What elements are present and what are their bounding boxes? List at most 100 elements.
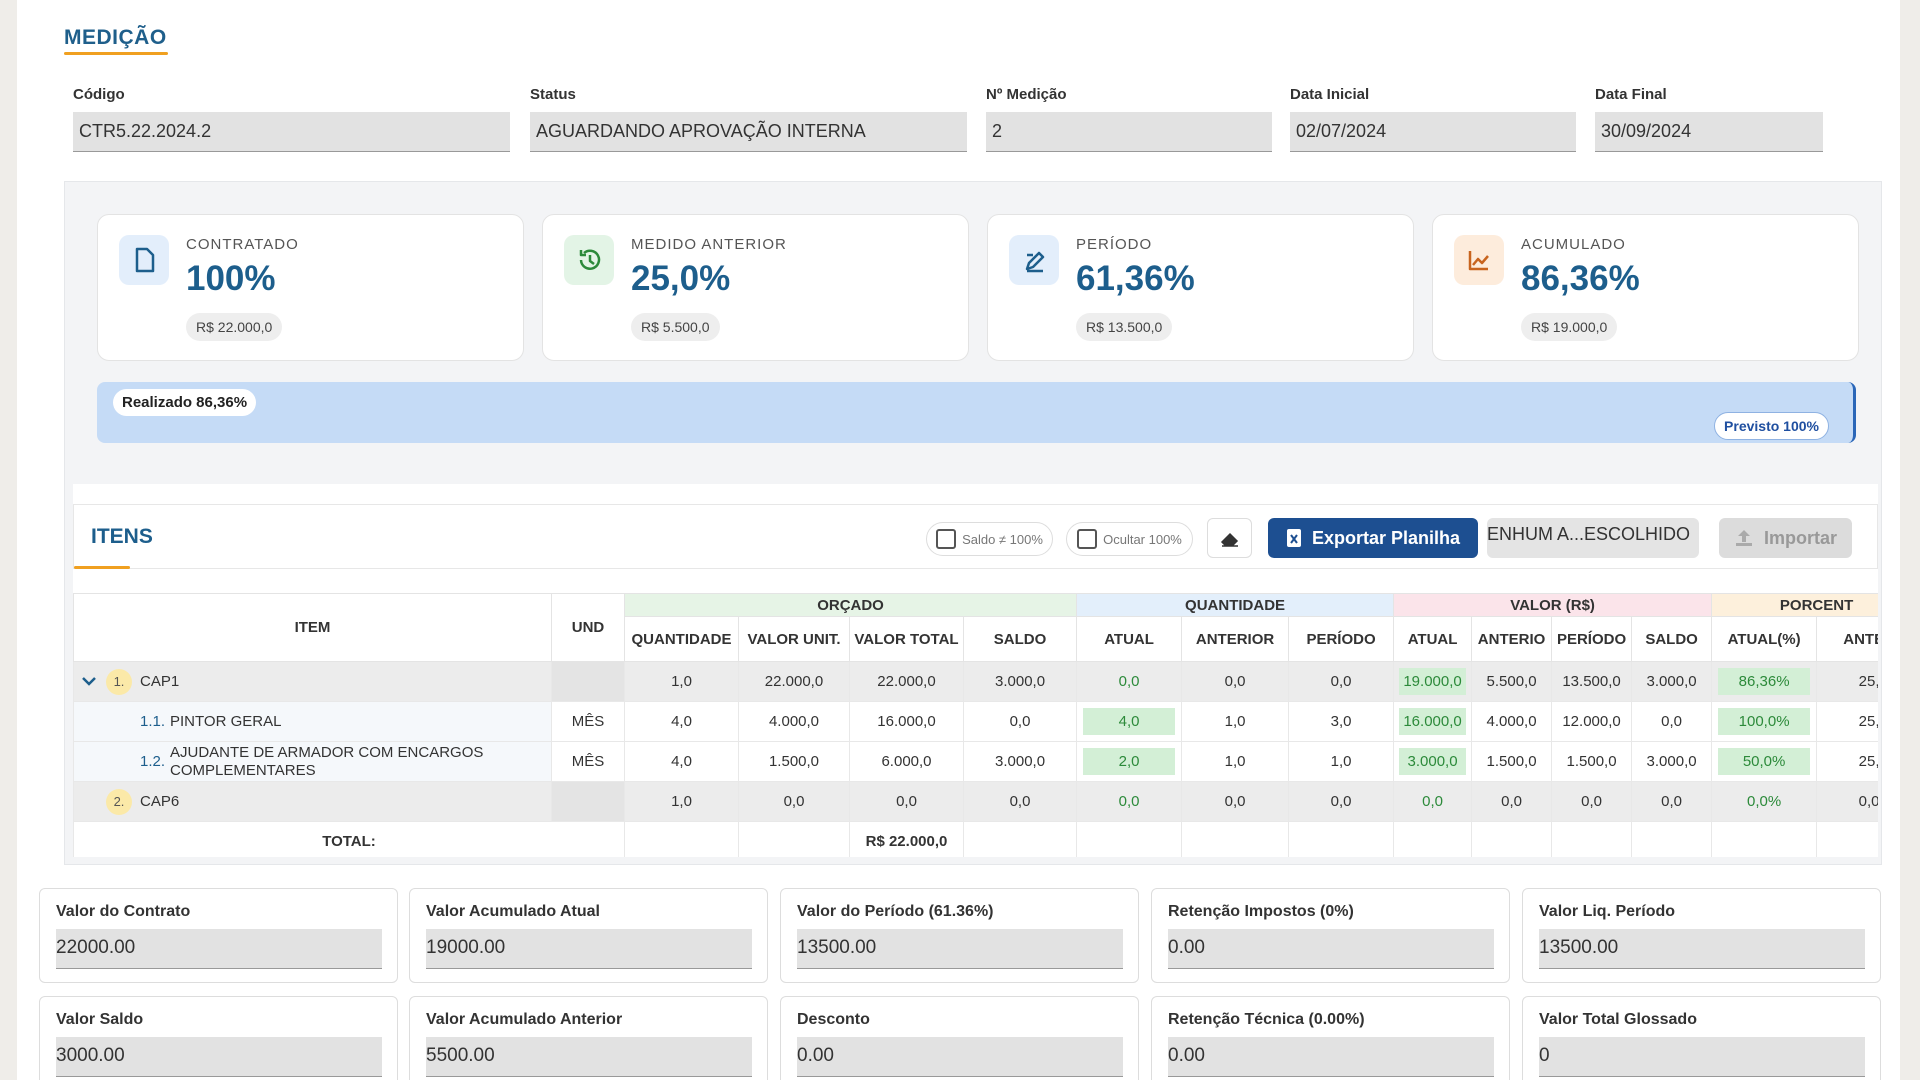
value-cell: 0,0 [1816,781,1878,822]
card-label: ACUMULADO [1521,236,1626,253]
value-cell: 2,0 [1076,741,1183,782]
value-cell: 0,0 [1551,781,1633,822]
export-button[interactable]: Exportar Planilha [1268,518,1478,558]
value-cell: 25, [1816,661,1878,702]
column-header: VALOR TOTAL [849,616,964,662]
item-row: 1.1. PINTOR GERAL MÊS 4,0 4.000,0 16.000,0 0,0… [73,701,1878,742]
value-cell: 16.000,0 [849,701,964,742]
empty-cell [1471,821,1553,857]
clear-button[interactable] [1207,518,1252,558]
summary-label: Valor do Período (61.36%) [797,903,994,920]
value-cell: 0,0 [1076,661,1183,702]
filter-checkbox[interactable]: Saldo ≠ 100% [926,522,1053,556]
value-cell: 0,0 [1181,661,1290,702]
import-button[interactable]: Importar [1719,518,1852,558]
value-cell: 4,0 [624,741,739,782]
field: Nº Medição 2 [986,86,1272,152]
upload-icon [1735,530,1752,546]
value-cell: 4,0 [624,701,739,742]
column-header: ANTERIO [1471,616,1553,662]
highlight-value: 2,0 [1083,748,1176,775]
total-label: TOTAL: [73,821,625,857]
summary-label: Desconto [797,1011,870,1028]
value-cell: 0,0 [1631,701,1713,742]
expand-toggle[interactable] [76,673,106,691]
value-cell: 1.500,0 [1551,741,1633,782]
summary-value: 19000.00 [426,929,752,969]
value-cell: 3.000,0 [962,661,1078,702]
group-header: VALOR (R$) [1393,593,1713,617]
value-cell: 0,0 [962,781,1078,822]
summary-label: Valor Total Glossado [1539,1011,1697,1028]
value-cell: 0,0 [849,781,964,822]
field: Data Final 30/09/2024 [1595,86,1823,152]
field-value: 2 [986,112,1272,152]
card-amount: R$ 19.000,0 [1521,313,1618,341]
item-name: PINTOR GERAL [170,712,282,730]
column-header: ATUAL(%) [1711,616,1818,662]
summary-card: Valor Total Glossado 0 [1522,996,1881,1080]
value-cell: 5.500,0 [1471,661,1553,702]
empty-cell [1711,821,1818,857]
empty-cell [1631,821,1713,857]
items-title: ITENS [91,525,153,548]
total-value: R$ 22.000,0 [849,821,964,857]
icon [135,247,155,273]
checkbox [936,529,957,549]
item-number: 1. [106,668,132,695]
highlight-value: 16.000,0 [1398,708,1467,735]
field-label: Data Final [1595,86,1667,103]
page-title: MEDIÇÃO [64,26,167,49]
value-cell: 25, [1816,701,1878,742]
group-header: ORÇADO [623,593,1078,617]
icon [579,249,601,270]
value-cell: 0,0 [1631,781,1713,822]
field-value: 30/09/2024 [1595,112,1823,152]
checkbox-label: Ocultar 100% [1103,531,1182,547]
highlight-value: 19.000,0 [1398,668,1467,695]
value-cell: 100,0% [1711,701,1818,742]
value-cell: 4,0 [1076,701,1183,742]
summary-label: Valor Acumulado Anterior [426,1011,623,1028]
stat-card: PERÍODO 61,36% R$ 13.500,0 [987,214,1414,361]
summary-label: Retenção Técnica (0.00%) [1168,1011,1365,1028]
chevron [82,676,96,686]
item-number: 2. [106,788,132,815]
value-cell: 3.000,0 [1393,741,1473,782]
value-cell: 0,0 [1288,661,1395,702]
highlight-value: 4,0 [1083,708,1176,735]
value-cell: 1.500,0 [1471,741,1553,782]
card-percent: 25,0% [631,259,731,298]
card-amount: R$ 22.000,0 [186,313,283,341]
column-header: VALOR UNIT. [738,616,850,662]
item-header: ITEM [73,593,552,662]
empty-cell [1181,821,1290,857]
items-table-wrap: ITEM UND ORÇADO QUANTIDADE VALOR (R$) PORCENT… [73,593,1878,857]
item-name: CAP1 [140,672,180,690]
highlight-value: 100,0% [1718,708,1811,735]
group-header: PORCENT [1711,593,1878,617]
subheader-row: QUANTIDADE VALOR UNIT. VALOR TOTAL SALDO ATU… [74,616,1878,662]
item-cell: 1.1. PINTOR GERAL [73,701,552,742]
highlight-value: 0,0 [1422,793,1443,810]
empty-cell [1288,821,1395,857]
und-header: UND [551,593,625,662]
item-name: CAP6 [140,792,180,810]
filter-checkbox[interactable]: Ocultar 100% [1066,522,1193,556]
highlight-value: 0,0 [1118,673,1140,690]
import-label: Importar [1763,527,1837,548]
card-amount: R$ 5.500,0 [631,313,720,341]
file-input[interactable]: ENHUM A...ESCOLHIDO [1487,518,1699,558]
field-label: Nº Medição [986,86,1067,103]
card-percent: 61,36% [1076,259,1195,298]
summary-label: Valor Liq. Período [1539,903,1676,920]
header-row: ITEM UND ORÇADO QUANTIDADE VALOR (R$) PORCENT [73,593,1878,662]
realizado-label: Realizado 86,36% [113,389,257,416]
value-cell: 22.000,0 [849,661,964,702]
value-cell: 0,0 [738,781,850,822]
summary-value: 22000.00 [56,929,382,969]
und-cell [551,661,625,702]
file-label: ENHUM A...ESCOLHIDO [1487,523,1691,544]
card-percent: 100% [186,259,276,298]
card-amount: R$ 13.500,0 [1076,313,1173,341]
